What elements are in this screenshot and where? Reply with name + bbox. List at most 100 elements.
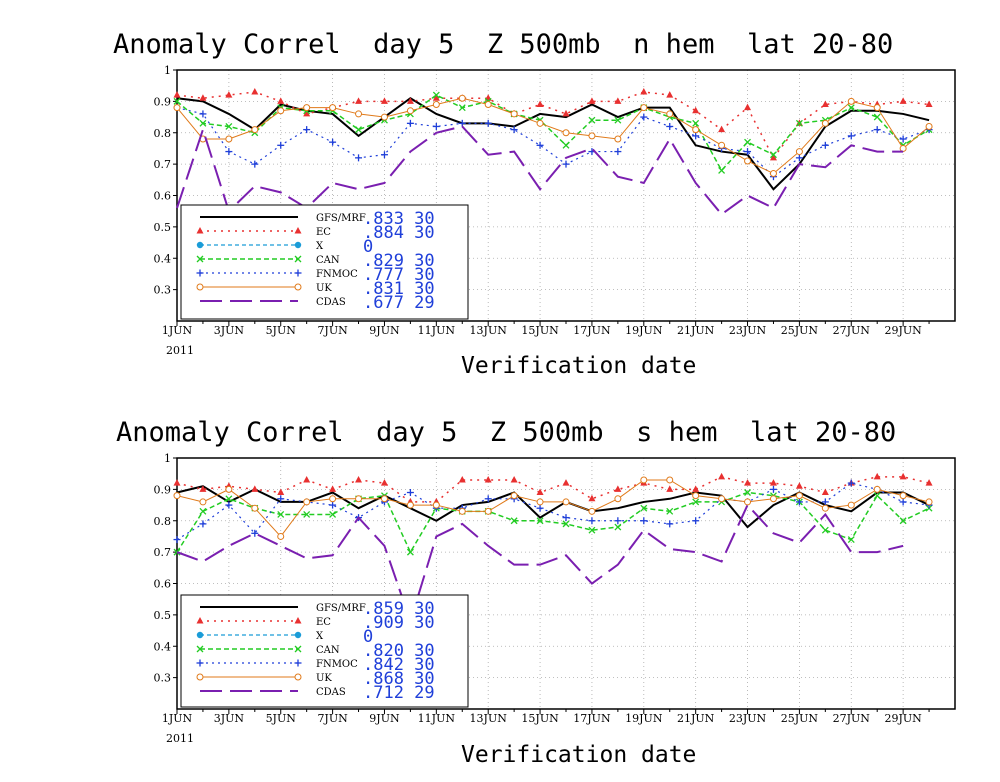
data-point	[821, 119, 829, 127]
data-point	[251, 126, 259, 134]
data-point	[432, 122, 440, 130]
data-point	[770, 151, 777, 159]
data-point	[614, 495, 622, 503]
chart-panel-shem: 1 0.9 0.8 0.7 0.6 0.5 0.4 0.3 1JUN 3JUN 5JUN 7JUN 9J…	[154, 452, 956, 725]
data-point	[225, 485, 233, 493]
data-point	[199, 507, 207, 515]
legend-stat: .833 30	[363, 209, 435, 229]
data-point	[329, 495, 337, 503]
data-point	[588, 116, 596, 124]
data-point	[303, 109, 311, 117]
data-point	[666, 476, 674, 484]
data-point	[744, 157, 752, 165]
data-point	[588, 132, 596, 140]
data-point	[355, 475, 363, 483]
data-point	[303, 511, 311, 518]
legend-marker	[294, 269, 302, 277]
legend-name: UK	[316, 673, 332, 684]
data-point	[510, 475, 518, 483]
data-point	[899, 472, 907, 480]
data-point	[873, 104, 881, 112]
series-line	[176, 491, 930, 554]
data-point	[303, 126, 311, 134]
data-point	[795, 119, 803, 127]
data-point	[199, 119, 207, 127]
legend-marker	[196, 255, 204, 263]
data-point	[406, 97, 414, 104]
x-tick-label: 5JUN	[266, 324, 297, 337]
data-point	[614, 523, 622, 531]
y-tick-label: 0.6	[154, 190, 172, 203]
data-point	[510, 110, 518, 118]
data-point	[406, 501, 414, 509]
x-tick-label: 21JUN	[677, 712, 715, 725]
legend-stat: .909 30	[363, 613, 435, 633]
data-point	[303, 475, 311, 483]
x-tick-label: 17JUN	[573, 712, 611, 725]
data-point	[225, 135, 233, 143]
data-point	[899, 135, 907, 143]
x-axis-label-shem: Verification date	[461, 742, 696, 768]
data-point	[536, 498, 544, 506]
data-point	[277, 488, 285, 496]
chart-panel-nhem: 1 0.9 0.8 0.7 0.6 0.5 0.4 0.3 1JUN 3JUN 5JUN 7JUN 9J…	[154, 64, 956, 337]
x-tick-label: 11JUN	[418, 712, 456, 725]
data-point	[562, 498, 570, 506]
data-point	[899, 517, 907, 525]
x-tick-label: 7JUN	[317, 712, 348, 725]
data-point	[666, 507, 674, 515]
data-point	[718, 472, 726, 480]
data-point	[277, 532, 285, 540]
data-point	[277, 495, 285, 503]
x-tick-label: 13JUN	[470, 712, 508, 725]
legend-marker	[196, 631, 204, 639]
series-ec	[173, 472, 933, 505]
legend-name: EC	[316, 227, 331, 238]
legend-marker	[294, 255, 302, 263]
legend-name: X	[316, 241, 324, 252]
data-point	[562, 141, 570, 149]
series-uk	[173, 94, 933, 178]
x-tick-label: 9JUN	[369, 712, 400, 725]
legend-item: GFS/MRF.833 30	[200, 209, 435, 229]
data-point	[277, 141, 285, 149]
data-point	[640, 113, 648, 121]
data-point	[873, 492, 881, 500]
data-point	[173, 479, 181, 486]
legend-stat: .712 29	[363, 683, 435, 703]
data-point	[536, 141, 544, 149]
series-line	[176, 91, 930, 160]
data-point	[614, 148, 622, 156]
y-tick-label: 0.9	[154, 483, 172, 496]
data-point	[795, 492, 803, 500]
data-point	[251, 485, 259, 492]
data-point	[795, 148, 803, 156]
data-point	[380, 495, 388, 503]
y-tick-label: 0.5	[154, 609, 172, 622]
data-point	[821, 526, 829, 534]
legend-item: FNMOC .842 30	[196, 655, 435, 675]
x-tick-label: 27JUN	[833, 712, 871, 725]
legend-name: GFS/MRF	[316, 213, 366, 224]
legend-item: UK .831 30	[196, 279, 435, 299]
data-point	[562, 109, 570, 117]
data-point	[329, 104, 337, 112]
x-tick-label: 25JUN	[781, 712, 819, 725]
y-tick-label: 1	[164, 64, 171, 77]
x-tick-label: 17JUN	[573, 324, 611, 337]
y-tick-label: 0.7	[154, 158, 172, 171]
data-point	[484, 495, 492, 503]
legend-item: CDAS .712 29	[200, 683, 435, 703]
series-line	[176, 125, 904, 216]
legend-marker	[196, 283, 204, 291]
series-line	[176, 94, 930, 172]
series-fnmoc	[173, 104, 933, 181]
x-tick-label: 21JUN	[677, 324, 715, 337]
legend-box	[180, 594, 469, 708]
data-point	[432, 94, 440, 101]
data-point	[484, 101, 492, 109]
data-point	[303, 104, 311, 112]
